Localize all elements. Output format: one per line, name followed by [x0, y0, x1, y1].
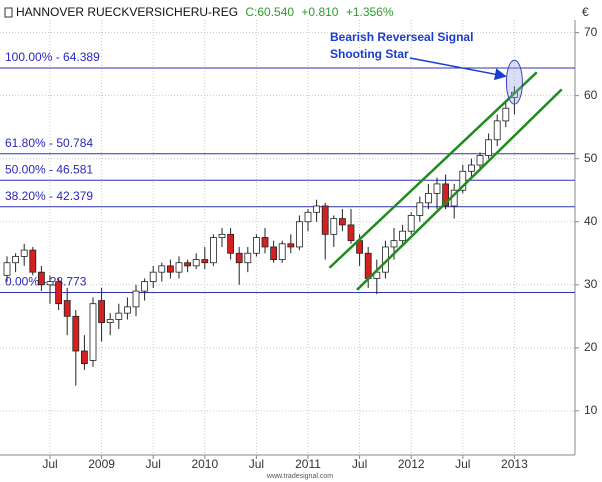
candle-body [347, 224, 355, 242]
candle-body [364, 252, 372, 279]
trend-line [328, 71, 538, 269]
x-tick-label: 2013 [501, 457, 528, 471]
candle-body [63, 300, 71, 317]
candle-body [3, 262, 11, 276]
candle-body [184, 262, 192, 267]
candle-body [304, 211, 312, 223]
candle-body [166, 265, 174, 273]
candle-body [330, 218, 338, 235]
candle-body [89, 303, 97, 361]
candle-body [218, 233, 226, 238]
candle-body [467, 164, 475, 172]
candle-body [175, 262, 183, 273]
fib-label: 38.20% - 42.379 [5, 189, 93, 203]
x-tick-label: Jul [455, 457, 470, 471]
candle-body [424, 192, 432, 204]
y-tick-label: 20 [584, 340, 598, 354]
candle-body [81, 350, 88, 364]
candle-body [20, 249, 28, 257]
quote-close: C:60.540 [245, 5, 294, 19]
annotation: Shooting Star [330, 47, 409, 61]
candle-body [46, 281, 54, 286]
candle-body [192, 259, 200, 267]
candle-body [502, 107, 510, 122]
candle-body [313, 205, 321, 213]
candle-body [295, 221, 303, 248]
candle-body [270, 246, 278, 260]
candle-body [442, 183, 450, 207]
candle-body [407, 215, 415, 232]
candle-body [261, 237, 269, 248]
candle-body [29, 249, 37, 273]
candle-body [493, 120, 501, 141]
fib-label: 50.00% - 46.581 [5, 162, 93, 176]
y-tick-label: 30 [584, 277, 598, 291]
x-tick-label: Jul [249, 457, 264, 471]
y-tick-label: 40 [584, 214, 598, 228]
candle-body [416, 202, 424, 216]
candle-body [459, 170, 467, 191]
candle-body [278, 243, 286, 260]
y-tick-label: 70 [584, 25, 598, 39]
y-tick-label: 50 [584, 151, 598, 165]
candle-body [338, 218, 346, 226]
annotation: Bearish Reverseal Signal [330, 30, 473, 44]
candle-body [149, 271, 157, 283]
candle-body [235, 252, 243, 264]
header: HANNOVER RUECKVERSICHERU-REG C:60.540 +0… [16, 5, 394, 19]
candle-body [399, 230, 407, 242]
candle-body [106, 319, 114, 324]
source: www.tradesignal.com [266, 473, 333, 480]
candle-body [72, 315, 80, 352]
quote-change: +0.810 [301, 5, 338, 19]
candle-body [227, 233, 235, 254]
candle-body [98, 300, 105, 324]
y-tick-label: 10 [584, 403, 598, 417]
quote-change-pct: +1.356% [346, 5, 394, 19]
y-tick-label: 60 [584, 88, 598, 102]
candle-body [321, 205, 329, 235]
candle-body [287, 243, 295, 248]
candle-body [124, 306, 131, 314]
x-tick-label: Jul [146, 457, 161, 471]
candle-body [485, 139, 493, 156]
x-tick-label: 2012 [398, 457, 425, 471]
x-tick-label: Jul [352, 457, 367, 471]
candle-body [132, 290, 140, 308]
candle-body [244, 252, 252, 264]
candle-body [476, 155, 484, 166]
candle-body [115, 312, 123, 320]
candle-body [38, 271, 45, 286]
arrow [409, 57, 507, 81]
candle-body [433, 183, 441, 194]
candle-body [55, 281, 62, 305]
x-tick-label: Jul [42, 457, 57, 471]
fib-label: 100.00% - 64.389 [5, 50, 100, 64]
candle-body [12, 256, 20, 264]
candle-body [390, 240, 398, 248]
candle-body [158, 265, 166, 273]
candle-body [209, 237, 217, 264]
candle-body [252, 237, 260, 254]
fib-label: 61.80% - 50.784 [5, 136, 93, 150]
trend-line [356, 88, 563, 291]
candle-body [141, 281, 149, 292]
x-tick-label: 2009 [88, 457, 115, 471]
highlight-ellipse [505, 59, 523, 105]
x-tick-label: 2010 [191, 457, 218, 471]
header-icon [4, 7, 13, 18]
candle-body [201, 259, 209, 264]
chart-title: HANNOVER RUECKVERSICHERU-REG [16, 5, 238, 19]
fib-label: 0.00% - 28.773 [5, 275, 87, 289]
currency-label: € [582, 5, 589, 19]
x-tick-label: 2011 [295, 457, 321, 471]
